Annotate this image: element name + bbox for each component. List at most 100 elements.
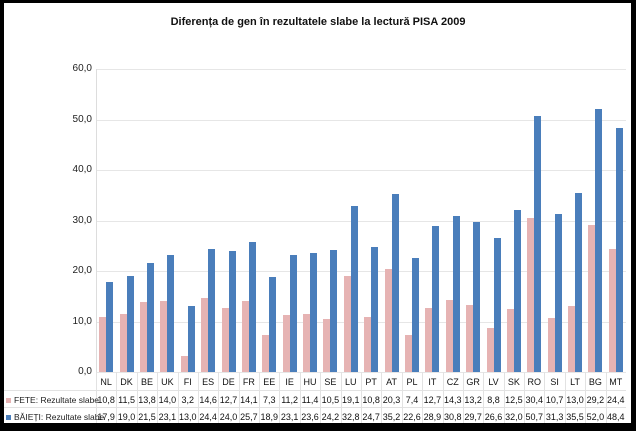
bar-baieti xyxy=(534,115,542,372)
bar-baieti xyxy=(330,249,338,372)
x-category-label: PT xyxy=(365,377,377,387)
data-table-value: 14,6 xyxy=(199,395,217,405)
data-table-value: 52,0 xyxy=(586,412,605,422)
data-table-value: 19,0 xyxy=(117,412,136,422)
data-table-value: 13,0 xyxy=(566,395,584,405)
x-category-label: PL xyxy=(406,377,418,387)
data-table-value: 23,1 xyxy=(158,412,177,422)
y-tick-label: 60,0 xyxy=(72,63,92,74)
data-table-value: 25,7 xyxy=(240,412,258,422)
table-divider xyxy=(197,372,199,423)
data-table-value: 10,7 xyxy=(545,395,564,405)
data-table-value: 30,4 xyxy=(525,395,544,405)
legend-fete: FETE: Rezultate slabe xyxy=(6,395,99,405)
gridline xyxy=(96,69,626,70)
data-table-value: 11,4 xyxy=(301,395,319,405)
table-divider xyxy=(259,372,261,423)
bar-fete xyxy=(201,298,209,372)
data-table-value: 28,9 xyxy=(423,412,442,422)
x-category-label: CZ xyxy=(446,377,459,387)
table-divider xyxy=(401,372,403,423)
x-category-label: LV xyxy=(488,377,499,387)
table-divider xyxy=(442,372,444,423)
table-divider xyxy=(422,372,424,423)
data-table-value: 3,2 xyxy=(181,395,194,405)
y-tick-label: 50,0 xyxy=(72,113,92,125)
bar-fete xyxy=(425,307,433,372)
x-category-label: SE xyxy=(324,377,337,387)
data-table-value: 24,2 xyxy=(321,412,340,422)
y-tick-label: 30,0 xyxy=(72,214,92,226)
bar-baieti xyxy=(575,192,583,372)
data-table-value: 7,3 xyxy=(263,395,276,405)
table-divider xyxy=(157,372,159,423)
table-divider xyxy=(116,372,118,423)
data-table-value: 24,0 xyxy=(219,412,238,422)
data-table-value: 20,3 xyxy=(382,395,401,405)
bar-baieti xyxy=(350,206,358,372)
bar-baieti xyxy=(473,222,481,372)
data-table-value: 17,9 xyxy=(97,412,115,422)
y-tick-label: 20,0 xyxy=(72,265,92,276)
bar-fete xyxy=(139,302,147,372)
bar-baieti xyxy=(452,216,460,372)
x-category-label: LU xyxy=(345,377,357,387)
x-category-label: BE xyxy=(140,377,153,387)
bar-fete xyxy=(466,305,474,372)
data-table-value: 18,9 xyxy=(260,412,279,422)
data-table-value: 8,8 xyxy=(487,395,500,405)
x-category-label: RO xyxy=(527,377,542,387)
bar-fete xyxy=(343,275,351,372)
data-table-value: 12,7 xyxy=(423,395,442,405)
x-category-label: MT xyxy=(609,377,623,387)
x-category-label: IT xyxy=(428,377,437,387)
bar-baieti xyxy=(411,257,419,372)
bar-baieti xyxy=(493,237,501,372)
legend-swatch-icon xyxy=(6,415,11,421)
data-table-value: 26,6 xyxy=(484,412,503,422)
bar-baieti xyxy=(106,281,114,372)
data-table-value: 12,7 xyxy=(219,395,238,405)
bar-fete xyxy=(506,308,514,372)
data-table-value: 22,6 xyxy=(403,412,421,422)
data-table-value: 23,6 xyxy=(301,412,319,422)
gridline xyxy=(96,271,626,272)
bar-fete xyxy=(568,306,576,372)
bar-fete xyxy=(364,317,372,372)
bar-baieti xyxy=(269,276,277,372)
bar-baieti xyxy=(615,127,623,372)
bar-fete xyxy=(608,248,616,372)
bar-baieti xyxy=(146,263,154,372)
x-category-label: HU xyxy=(303,377,317,387)
data-table-value: 13,0 xyxy=(178,412,197,422)
data-table-value: 24,7 xyxy=(362,412,380,422)
table-divider xyxy=(218,372,220,423)
table-divider xyxy=(96,372,97,423)
bar-baieti xyxy=(289,255,297,372)
gridline xyxy=(96,170,626,171)
bar-fete xyxy=(221,307,229,372)
bar-baieti xyxy=(228,250,236,372)
bar-baieti xyxy=(187,306,195,372)
data-table-value: 50,7 xyxy=(525,412,544,422)
table-divider xyxy=(320,372,322,423)
x-category-label: AT xyxy=(386,377,397,387)
bar-baieti xyxy=(208,248,216,372)
table-divider xyxy=(238,372,240,423)
table-divider xyxy=(585,372,587,423)
x-category-label: SI xyxy=(550,377,559,387)
x-category-label: FR xyxy=(242,377,255,387)
table-divider xyxy=(136,372,138,423)
data-table-value: 35,5 xyxy=(566,412,584,422)
bar-fete xyxy=(262,335,270,372)
legend-label: BĂIEȚI: Rezultate slabe xyxy=(14,412,105,422)
bar-fete xyxy=(404,334,412,372)
data-table-value: 31,3 xyxy=(545,412,564,422)
gridline xyxy=(96,220,626,222)
data-table-value: 11,5 xyxy=(118,395,135,405)
data-table-value: 29,2 xyxy=(586,395,605,405)
table-divider xyxy=(564,372,566,423)
data-table-value: 11,2 xyxy=(281,395,299,405)
bar-baieti xyxy=(595,109,603,372)
bar-fete xyxy=(486,327,494,372)
